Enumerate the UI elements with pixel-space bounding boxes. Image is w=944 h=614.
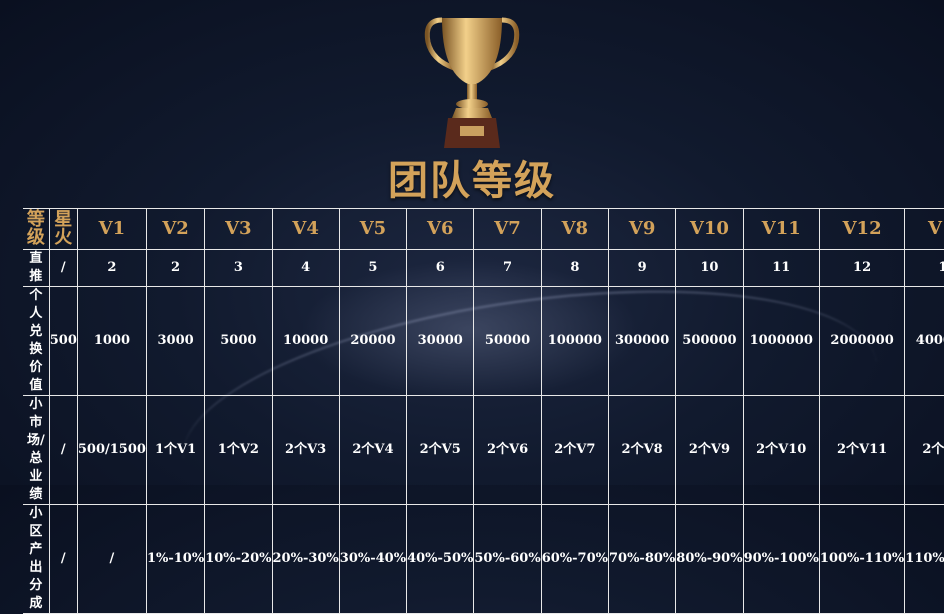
table-cell: 100%-110%	[818, 504, 906, 614]
header-cell: V2	[145, 208, 206, 250]
row-label: 小市场/总业绩	[23, 395, 50, 505]
table-cell: 3000	[145, 286, 206, 396]
table-cell: 20000	[338, 286, 408, 396]
table-cell: /	[48, 249, 78, 287]
header-cell: V5	[338, 208, 408, 250]
table-row: 小区产出分成 //1%-10% 10%-20% 20%-30% 30%-40% 40%-5…	[23, 504, 944, 614]
page-title: 团队等级	[388, 157, 556, 204]
table-cell: 5	[338, 249, 408, 287]
table-cell: 11	[742, 249, 820, 287]
table-cell: 100000	[540, 286, 609, 396]
table-cell: 70%-80%	[607, 504, 677, 614]
table-cell: 30%-40%	[338, 504, 408, 614]
table-cell: 2	[145, 249, 206, 287]
table-cell: /	[48, 504, 78, 614]
table-cell: /	[48, 395, 78, 505]
table-cell: 110%-120%	[904, 504, 944, 614]
table-row: 直推/22345678910111213	[23, 249, 944, 287]
table-cell: 10000	[271, 286, 340, 396]
table-cell: 6	[406, 249, 475, 287]
table-cell: 4	[271, 249, 340, 287]
header-cell: V12	[818, 208, 906, 250]
table-cell: 500000	[675, 286, 744, 396]
table-cell: 80%-90%	[675, 504, 744, 614]
table-cell: 12	[818, 249, 906, 287]
header-cell: V1	[76, 208, 147, 250]
table-cell: 2个V8	[607, 395, 677, 505]
table-cell: 2个V6	[473, 395, 542, 505]
header-cell: V4	[271, 208, 340, 250]
row-label: 小区产出分成	[23, 504, 50, 614]
table-cell: 2个V12	[904, 395, 944, 505]
table-cell: 2个V5	[406, 395, 475, 505]
table-cell: 8	[540, 249, 609, 287]
table-cell: 50000	[473, 286, 542, 396]
team-level-table: 等级星火V1V2V3V4V5V6V7V8V9V10V11V12V13直推/223…	[23, 208, 944, 614]
table-cell: 1个V2	[204, 395, 273, 505]
header-cell: 星火	[48, 208, 78, 250]
table-cell: 7	[473, 249, 542, 287]
header-cell: V8	[540, 208, 609, 250]
table-row: 小市场/总业绩/500/1500 1个V1 1个V2 2个V3 2个V4 2个V5 2个V6…	[23, 395, 944, 505]
table-cell: 50%-60%	[473, 504, 542, 614]
table-cell: 40%-50%	[406, 504, 475, 614]
table-cell: 2个V10	[742, 395, 820, 505]
table-cell: 5000	[204, 286, 273, 396]
table-row: 个人兑换价值 500 1000 3000 5000 10000 20000 30000 5000…	[23, 286, 944, 396]
table-cell: 30000	[406, 286, 475, 396]
header-cell: V11	[742, 208, 820, 250]
header-cell: V13	[904, 208, 944, 250]
table-cell: 4000000	[904, 286, 944, 396]
table-cell: 500	[48, 286, 78, 396]
table-cell: 60%-70%	[540, 504, 609, 614]
table-cell: 2个V3	[271, 395, 340, 505]
table-cell: 2个V4	[338, 395, 408, 505]
table-cell: 10%-20%	[204, 504, 273, 614]
header-cell: V7	[473, 208, 542, 250]
table-cell: 2000000	[818, 286, 906, 396]
table-cell: 2个V7	[540, 395, 609, 505]
table-cell: 2个V9	[675, 395, 744, 505]
table-cell: 1000	[76, 286, 147, 396]
header-cell: V6	[406, 208, 475, 250]
table-cell: 90%-100%	[742, 504, 820, 614]
table-cell: 13	[904, 249, 944, 287]
trophy-icon	[424, 17, 520, 148]
table-cell: 2	[76, 249, 147, 287]
row-label: 个人兑换价值	[23, 286, 50, 396]
row-label: 直推	[23, 249, 50, 287]
table-cell: 300000	[607, 286, 677, 396]
table-cell: 9	[607, 249, 677, 287]
header-cell: V9	[607, 208, 677, 250]
table-cell: 1%-10%	[145, 504, 206, 614]
table-cell: 500/1500	[76, 395, 147, 505]
header-cell: V3	[204, 208, 273, 250]
table-cell: 10	[675, 249, 744, 287]
table-cell: 1个V1	[145, 395, 206, 505]
table-cell: /	[76, 504, 147, 614]
header-cell-level: 等级	[23, 208, 50, 250]
header-cell: V10	[675, 208, 744, 250]
table-cell: 2个V11	[818, 395, 906, 505]
table-cell: 3	[204, 249, 273, 287]
table-cell: 1000000	[742, 286, 820, 396]
header-row: 等级星火V1V2V3V4V5V6V7V8V9V10V11V12V13	[23, 208, 944, 250]
table-cell: 20%-30%	[271, 504, 340, 614]
